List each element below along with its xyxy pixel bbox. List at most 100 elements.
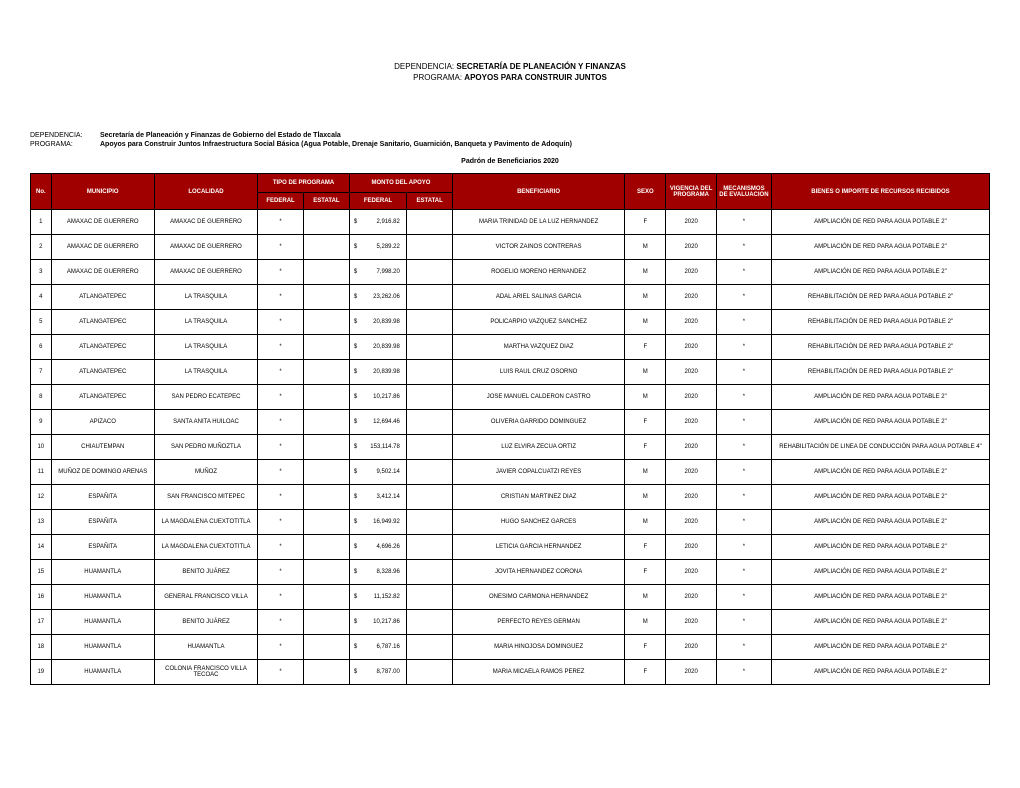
cell-monto-estatal	[407, 485, 453, 510]
cell-mecanismos: *	[716, 610, 771, 635]
cell-monto-estatal	[407, 635, 453, 660]
cell-localidad: LA MAGDALENA CUEXTOTITLA	[154, 510, 257, 535]
cell-vigencia: 2020	[666, 210, 716, 235]
cell-beneficiario: JOVITA HERNANDEZ CORONA	[453, 560, 625, 585]
cell-tipo-federal: *	[258, 285, 304, 310]
cell-mecanismos: *	[716, 260, 771, 285]
th-federal-2: FEDERAL	[349, 193, 406, 210]
th-mecanismos: MECANISMOS DE EVALUACION	[716, 174, 771, 210]
meta-programa: PROGRAMA: Apoyos para Construir Juntos I…	[30, 141, 990, 148]
cell-vigencia: 2020	[666, 485, 716, 510]
cell-vigencia: 2020	[666, 410, 716, 435]
cell-vigencia: 2020	[666, 610, 716, 635]
cell-bienes: AMPLIACIÓN DE RED PARA AGUA POTABLE 2"	[771, 210, 989, 235]
cell-tipo-estatal	[303, 460, 349, 485]
cell-no: 6	[31, 335, 52, 360]
cell-tipo-estatal	[303, 610, 349, 635]
cell-monto-estatal	[407, 310, 453, 335]
cell-vigencia: 2020	[666, 510, 716, 535]
cell-localidad: LA TRASQUILA	[154, 285, 257, 310]
cell-sexo: M	[625, 310, 666, 335]
cell-bienes: AMPLIACIÓN DE RED PARA AGUA POTABLE 2"	[771, 510, 989, 535]
cell-tipo-federal: *	[258, 535, 304, 560]
cell-tipo-federal: *	[258, 560, 304, 585]
cell-sexo: M	[625, 485, 666, 510]
table-row: 7ATLANGATEPECLA TRASQUILA*$20,839.98LUIS…	[31, 360, 990, 385]
cell-monto-estatal	[407, 435, 453, 460]
cell-localidad: AMAXAC DE GUERRERO	[154, 260, 257, 285]
cell-localidad: COLONIA FRANCISCO VILLA TECOAC	[154, 660, 257, 685]
cell-tipo-estatal	[303, 335, 349, 360]
cell-municipio: HUAMANTLA	[51, 660, 154, 685]
th-sexo: SEXO	[625, 174, 666, 210]
cell-mecanismos: *	[716, 310, 771, 335]
cell-beneficiario: POLICARPIO VAZQUEZ SANCHEZ	[453, 310, 625, 335]
cell-localidad: HUAMANTLA	[154, 635, 257, 660]
cell-tipo-federal: *	[258, 310, 304, 335]
cell-monto-federal: $8,787.00	[349, 660, 406, 685]
padron-title: Padrón de Beneficiarios 2020	[30, 158, 990, 165]
cell-municipio: ESPAÑITA	[51, 485, 154, 510]
cell-sexo: F	[625, 535, 666, 560]
cell-monto-federal: $5,289.22	[349, 235, 406, 260]
cell-mecanismos: *	[716, 435, 771, 460]
cell-tipo-federal: *	[258, 360, 304, 385]
table-head: No. MUNICIPIO LOCALIDAD TIPO DE PROGRAMA…	[31, 174, 990, 210]
cell-bienes: AMPLIACIÓN DE RED PARA AGUA POTABLE 2"	[771, 660, 989, 685]
cell-monto-federal: $10,217.86	[349, 385, 406, 410]
cell-beneficiario: LUZ ELVIRA ZECUA ORTIZ	[453, 435, 625, 460]
cell-monto-estatal	[407, 285, 453, 310]
cell-tipo-estatal	[303, 210, 349, 235]
cell-beneficiario: PERFECTO REYES GERMAN	[453, 610, 625, 635]
cell-no: 15	[31, 560, 52, 585]
cell-monto-federal: $4,696.26	[349, 535, 406, 560]
table-row: 13ESPAÑITALA MAGDALENA CUEXTOTITLA*$16,9…	[31, 510, 990, 535]
cell-tipo-federal: *	[258, 210, 304, 235]
table-row: 1AMAXAC DE GUERREROAMAXAC DE GUERRERO*$2…	[31, 210, 990, 235]
cell-bienes: AMPLIACIÓN DE RED PARA AGUA POTABLE 2"	[771, 560, 989, 585]
cell-sexo: M	[625, 460, 666, 485]
cell-sexo: M	[625, 235, 666, 260]
cell-monto-federal: $2,916.82	[349, 210, 406, 235]
cell-municipio: ATLANGATEPEC	[51, 385, 154, 410]
cell-bienes: REHABILITACIÓN DE RED PARA AGUA POTABLE …	[771, 360, 989, 385]
cell-monto-federal: $9,502.14	[349, 460, 406, 485]
th-tipo-programa: TIPO DE PROGRAMA	[258, 174, 350, 193]
cell-sexo: F	[625, 335, 666, 360]
cell-monto-federal: $16,949.92	[349, 510, 406, 535]
meta-dependencia-val: Secretaría de Planeación y Finanzas de G…	[100, 132, 341, 139]
cell-localidad: SAN FRANCISCO MITEPEC	[154, 485, 257, 510]
cell-tipo-estatal	[303, 485, 349, 510]
th-no: No.	[31, 174, 52, 210]
cell-mecanismos: *	[716, 660, 771, 685]
cell-monto-estatal	[407, 210, 453, 235]
cell-monto-federal: $11,152.82	[349, 585, 406, 610]
cell-tipo-estatal	[303, 410, 349, 435]
cell-beneficiario: JOSE MANUEL CALDERON CASTRO	[453, 385, 625, 410]
cell-municipio: ESPAÑITA	[51, 510, 154, 535]
cell-monto-federal: $6,787.16	[349, 635, 406, 660]
cell-no: 3	[31, 260, 52, 285]
cell-vigencia: 2020	[666, 585, 716, 610]
cell-municipio: AMAXAC DE GUERRERO	[51, 260, 154, 285]
cell-monto-estatal	[407, 510, 453, 535]
cell-monto-estatal	[407, 235, 453, 260]
cell-bienes: AMPLIACIÓN DE RED PARA AGUA POTABLE 2"	[771, 235, 989, 260]
cell-tipo-federal: *	[258, 385, 304, 410]
cell-municipio: HUAMANTLA	[51, 585, 154, 610]
cell-localidad: MUÑOZ	[154, 460, 257, 485]
cell-tipo-estatal	[303, 660, 349, 685]
cell-monto-estatal	[407, 410, 453, 435]
cell-tipo-estatal	[303, 535, 349, 560]
header-dependencia: DEPENDENCIA: SECRETARÍA DE PLANEACIÓN Y …	[30, 62, 990, 71]
cell-bienes: REHABILITACIÓN DE RED PARA AGUA POTABLE …	[771, 285, 989, 310]
cell-mecanismos: *	[716, 510, 771, 535]
cell-no: 9	[31, 410, 52, 435]
cell-bienes: AMPLIACIÓN DE RED PARA AGUA POTABLE 2"	[771, 385, 989, 410]
cell-no: 2	[31, 235, 52, 260]
table-row: 11MUÑOZ DE DOMINGO ARENASMUÑOZ*$9,502.14…	[31, 460, 990, 485]
table-row: 2AMAXAC DE GUERREROAMAXAC DE GUERRERO*$5…	[31, 235, 990, 260]
cell-beneficiario: VICTOR ZAINOS CONTRERAS	[453, 235, 625, 260]
cell-municipio: ATLANGATEPEC	[51, 335, 154, 360]
cell-monto-estatal	[407, 535, 453, 560]
